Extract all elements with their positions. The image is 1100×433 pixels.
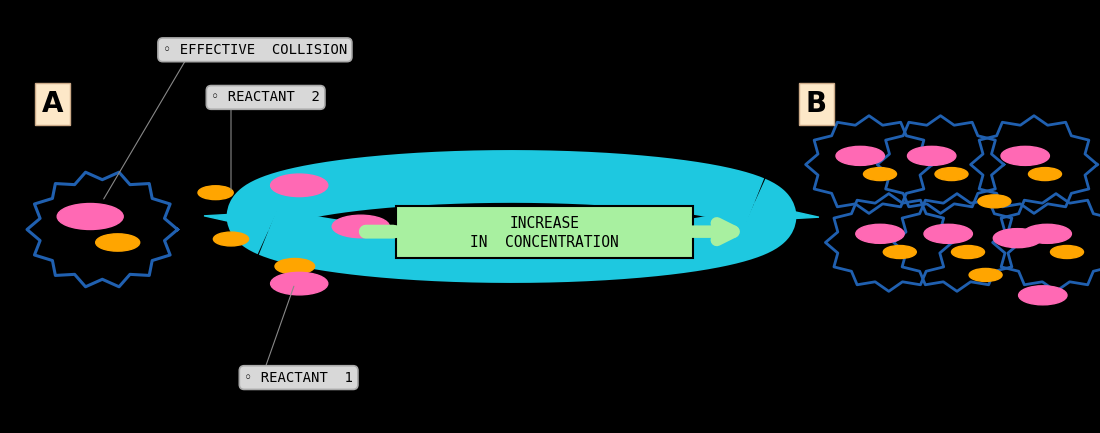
Circle shape — [271, 174, 328, 197]
Circle shape — [1001, 146, 1049, 165]
Circle shape — [969, 268, 1002, 281]
Polygon shape — [805, 116, 933, 213]
Text: B: B — [805, 90, 827, 118]
Circle shape — [883, 246, 916, 259]
Circle shape — [198, 186, 233, 200]
Circle shape — [993, 229, 1042, 248]
Circle shape — [924, 224, 972, 243]
Text: A: A — [42, 90, 64, 118]
Circle shape — [275, 259, 315, 274]
Circle shape — [1028, 168, 1062, 181]
Polygon shape — [204, 213, 268, 230]
Circle shape — [96, 234, 140, 251]
Polygon shape — [992, 194, 1100, 291]
Circle shape — [1019, 286, 1067, 305]
Circle shape — [908, 146, 956, 165]
Circle shape — [864, 168, 896, 181]
Text: ◦ REACTANT  1: ◦ REACTANT 1 — [244, 371, 353, 385]
Polygon shape — [28, 172, 177, 287]
Text: ◦ EFFECTIVE  COLLISION: ◦ EFFECTIVE COLLISION — [163, 43, 346, 57]
Circle shape — [332, 215, 389, 238]
Polygon shape — [893, 194, 1021, 291]
Circle shape — [271, 272, 328, 295]
Text: ◦ REACTANT  2: ◦ REACTANT 2 — [211, 90, 320, 104]
Circle shape — [57, 204, 123, 229]
Polygon shape — [970, 116, 1098, 213]
Polygon shape — [877, 116, 1004, 213]
Circle shape — [935, 168, 968, 181]
Circle shape — [856, 224, 904, 243]
FancyBboxPatch shape — [396, 206, 693, 258]
Polygon shape — [755, 203, 820, 220]
Text: IN  CONCENTRATION: IN CONCENTRATION — [470, 235, 619, 250]
Circle shape — [213, 232, 249, 246]
Text: INCREASE: INCREASE — [509, 216, 580, 231]
Circle shape — [1023, 224, 1071, 243]
Circle shape — [836, 146, 884, 165]
Circle shape — [1050, 246, 1084, 259]
Polygon shape — [825, 194, 953, 291]
Circle shape — [978, 195, 1011, 208]
Circle shape — [952, 246, 984, 259]
